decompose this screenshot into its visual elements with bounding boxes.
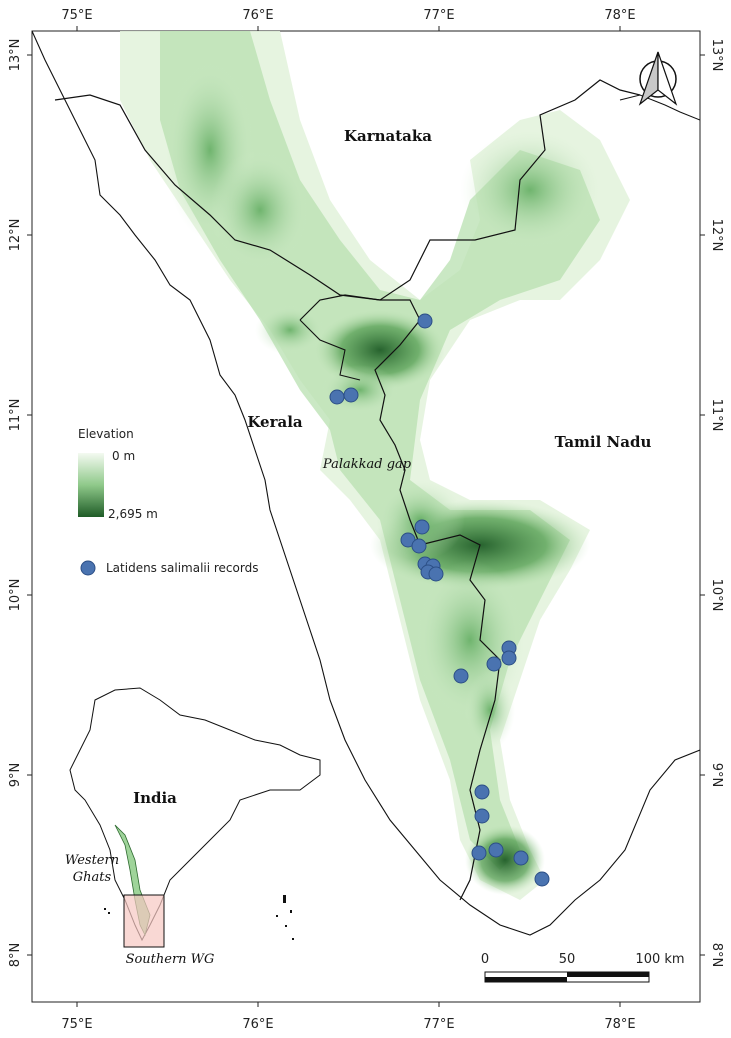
inset-extent-box <box>123 894 165 948</box>
label-tamil-nadu: Tamil Nadu <box>555 433 652 451</box>
label-ghats: Ghats <box>73 870 112 885</box>
right-lat-12: 12°N <box>709 219 724 252</box>
record-point <box>411 538 427 554</box>
top-axis-labels: 75°E 76°E 77°E 78°E <box>61 8 635 23</box>
label-karnataka: Karnataka <box>344 127 432 145</box>
legend-elevation-max: 2,695 m <box>108 507 158 521</box>
left-lat-11: 11°N <box>8 399 23 432</box>
left-axis-labels: 13°N 12°N 11°N 10°N 9°N 8°N <box>8 39 23 968</box>
label-palakkad-gap: Palakkad gap <box>322 457 412 472</box>
bottom-axis-labels: 75°E 76°E 77°E 78°E <box>61 1017 635 1032</box>
record-point <box>329 389 345 405</box>
scale-label-50: 50 <box>559 952 576 967</box>
coastline <box>32 31 700 936</box>
top-lon-77: 77°E <box>423 8 454 23</box>
north-arrow-icon <box>638 51 678 106</box>
bottom-lon-75: 75°E <box>61 1017 92 1032</box>
right-lat-13: 13°N <box>709 39 724 72</box>
scale-label-0: 0 <box>481 952 489 967</box>
right-lat-10: 10°N <box>709 579 724 612</box>
left-lat-8: 8°N <box>8 943 23 968</box>
islands <box>276 895 294 940</box>
record-point <box>417 313 433 329</box>
legend: Elevation 0 m 2,695 m Latidens salimalii… <box>78 427 258 576</box>
left-lat-9: 9°N <box>8 763 23 788</box>
record-points <box>329 313 550 887</box>
left-lat-10: 10°N <box>8 579 23 612</box>
left-lat-13: 13°N <box>8 39 23 72</box>
right-axis-labels: 13°N 12°N 11°N 10°N 9°N 8°N <box>709 39 724 968</box>
bottom-lon-77: 77°E <box>423 1017 454 1032</box>
scale-label-100: 100 km <box>635 952 684 967</box>
label-western: Western <box>65 853 119 868</box>
elevation-gradient-bar <box>78 453 104 517</box>
bottom-lon-76: 76°E <box>242 1017 273 1032</box>
tick-marks <box>27 26 705 1007</box>
scale-bar: 0 50 100 km <box>481 952 685 983</box>
kerala-tn-boundary <box>299 294 501 901</box>
inset-india-map <box>69 687 321 948</box>
label-kerala: Kerala <box>247 413 303 431</box>
record-point <box>471 845 487 861</box>
record-point <box>534 871 550 887</box>
legend-elevation-title: Elevation <box>78 427 134 441</box>
record-point <box>474 784 490 800</box>
top-lon-76: 76°E <box>242 8 273 23</box>
record-point <box>428 566 444 582</box>
legend-records-label: Latidens salimalii records <box>106 561 258 575</box>
right-lat-9: 9°N <box>709 763 724 788</box>
record-point <box>513 850 529 866</box>
top-lon-75: 75°E <box>61 8 92 23</box>
label-india: India <box>133 789 177 807</box>
record-point <box>453 668 469 684</box>
right-lat-8: 8°N <box>709 943 724 968</box>
top-lon-78: 78°E <box>604 8 635 23</box>
record-point <box>488 842 504 858</box>
right-lat-11: 11°N <box>709 399 724 432</box>
record-point <box>414 519 430 535</box>
legend-record-marker <box>80 560 96 576</box>
legend-elevation-min: 0 m <box>112 449 135 463</box>
record-point <box>474 808 490 824</box>
record-point <box>501 650 517 666</box>
left-lat-12: 12°N <box>8 219 23 252</box>
label-southern-wg: Southern WG <box>126 952 215 967</box>
karnataka-boundary <box>54 79 641 301</box>
bottom-lon-78: 78°E <box>604 1017 635 1032</box>
record-point <box>343 387 359 403</box>
record-point <box>486 656 502 672</box>
